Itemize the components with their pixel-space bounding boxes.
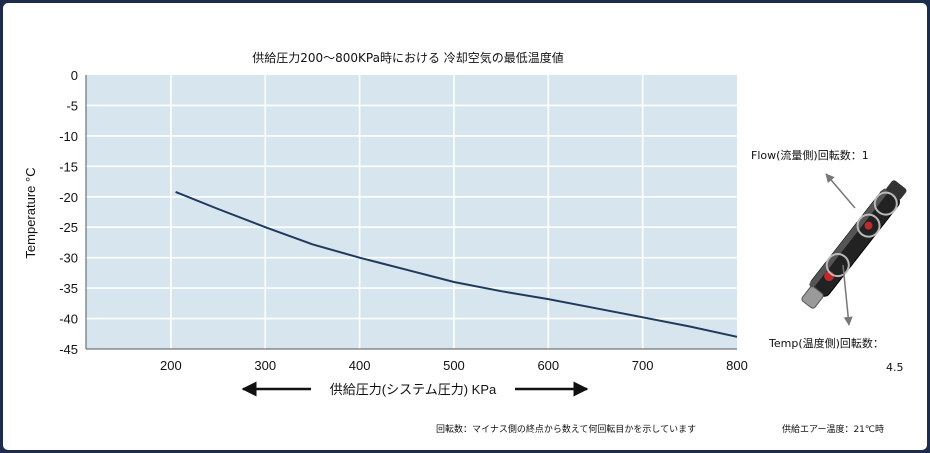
air-temp-note: 供給エアー温度：21℃時 [782, 423, 884, 435]
y-tick-label: -30 [59, 251, 78, 266]
plot-area [86, 75, 737, 349]
y-tick-label: -10 [59, 129, 78, 144]
y-tick-label: -15 [59, 159, 78, 174]
x-tick-label: 700 [632, 358, 654, 373]
temp-pointer [842, 264, 853, 326]
chart-svg: 供給圧力200～800KPa時における 冷却空気の最低温度値 0 -5 -10 -15… [23, 50, 907, 435]
x-tick-label: 500 [443, 358, 465, 373]
x-tick-label: 800 [726, 358, 748, 373]
y-tick-label: -45 [59, 342, 78, 357]
x-tick-label: 200 [160, 358, 182, 373]
x-tick-label: 300 [254, 358, 276, 373]
y-tick-label: 0 [71, 68, 78, 83]
flow-annotation: Flow(流量側)回転数：1 [751, 148, 869, 162]
x-tick-label: 600 [537, 358, 559, 373]
valve-icon [801, 180, 907, 309]
series-lines [175, 190, 738, 338]
chart-title: 供給圧力200～800KPa時における 冷却空気の最低温度値 [252, 50, 564, 65]
y-tick-labels: 0 -5 -10 -15 -20 -25 -30 -35 -40 -45 [59, 68, 78, 357]
x-tick-label: 400 [349, 358, 371, 373]
x-axis-label: 供給圧力(システム圧力) KPa [330, 382, 497, 397]
grid [85, 75, 737, 350]
flow-pointer [825, 173, 856, 209]
temp-annotation: Temp(温度側)回転数： [768, 336, 884, 350]
y-tick-label: -35 [59, 281, 78, 296]
y-tick-label: -25 [59, 220, 78, 235]
y-tick-label: -40 [59, 312, 78, 327]
chart-card: 供給圧力200～800KPa時における 冷却空気の最低温度値 0 -5 -10 -15… [3, 3, 927, 450]
series-line [175, 190, 738, 338]
y-axis-label: Temperature °C [23, 167, 38, 258]
y-tick-label: -20 [59, 190, 78, 205]
x-tick-labels: 200 300 400 500 600 700 800 [160, 358, 748, 373]
temp-value: 4.5 [886, 361, 904, 374]
rotation-note: 回転数：マイナス側の終点から数えて何回転目かを示しています [436, 423, 696, 435]
y-tick-label: -5 [66, 98, 78, 113]
